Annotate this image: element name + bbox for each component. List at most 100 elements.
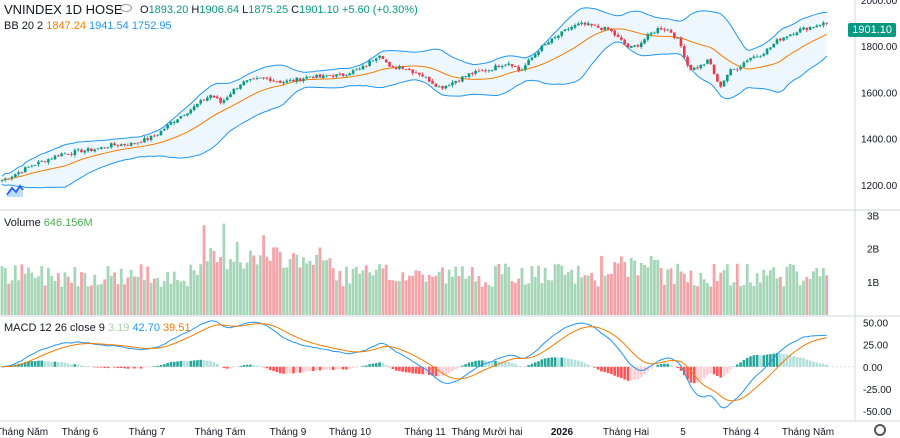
volume-bar — [325, 260, 328, 315]
bb-upper-line — [1, 7, 827, 177]
volume-bar — [762, 269, 766, 315]
macd-histogram-bar — [739, 362, 742, 367]
candle-body — [219, 98, 222, 103]
candle-body — [752, 56, 756, 59]
macd-legend[interactable]: MACD 12 26 close 9 3.19 42.70 39.51 — [4, 322, 191, 334]
volume-bar — [113, 272, 117, 315]
volume-bar — [46, 267, 50, 315]
volume-bar — [467, 275, 471, 315]
candle-body — [50, 158, 53, 160]
macd-histogram-bar — [199, 359, 203, 367]
volume-tick-label: 1B — [867, 278, 880, 289]
macd-histogram-bar — [27, 361, 30, 367]
macd-histogram-bar — [202, 360, 206, 367]
candle-body — [418, 72, 421, 75]
volume-bar — [222, 223, 226, 315]
candle-body — [10, 176, 14, 179]
volume-bar — [328, 258, 332, 315]
candle-body — [272, 80, 275, 82]
candle-body — [825, 22, 828, 24]
macd-histogram-bar — [540, 359, 544, 367]
volume-bar — [381, 268, 385, 315]
macd-histogram-bar — [557, 357, 560, 367]
candle-body — [83, 150, 87, 153]
volume-bar — [451, 276, 454, 315]
macd-histogram-bar — [53, 361, 57, 367]
symbol-title[interactable]: VNINDEX 1D HOSE — [4, 2, 123, 17]
tradingview-logo[interactable] — [6, 184, 24, 198]
candle-body — [533, 54, 537, 58]
macd-histogram-bar — [325, 366, 328, 370]
open-value: 1893.20 — [148, 4, 189, 16]
volume-bar — [123, 284, 126, 315]
time-tick-label: Tháng 7 — [129, 427, 166, 438]
settings-gear-icon[interactable] — [874, 424, 886, 436]
macd-line — [1, 320, 827, 409]
volume-bar — [136, 276, 140, 315]
candle-body — [103, 147, 106, 149]
macd-histogram-bar — [159, 364, 163, 367]
candle-body — [560, 31, 564, 36]
volume-bar — [199, 264, 203, 315]
volume-bar — [86, 286, 90, 315]
macd-histogram-bar — [321, 366, 325, 370]
volume-bar — [348, 283, 352, 315]
candle-body — [53, 155, 57, 160]
volume-bar — [560, 265, 564, 315]
candle-body — [351, 70, 355, 74]
macd-histogram-bar — [381, 363, 385, 367]
volume-bar — [351, 268, 355, 315]
volume-bar — [209, 248, 213, 315]
macd-histogram-bar — [745, 357, 749, 367]
macd-histogram-bar — [666, 363, 670, 367]
macd-histogram-bar — [341, 366, 345, 370]
candle-body — [182, 115, 186, 117]
interval-label: 1D — [65, 2, 83, 17]
volume-bar — [586, 275, 590, 315]
macd-histogram-bar — [139, 366, 143, 369]
volume-bar — [590, 272, 593, 315]
candle-body — [136, 142, 140, 144]
volume-value: 646.156M — [43, 217, 93, 229]
volume-legend[interactable]: Volume 646.156M — [4, 217, 93, 229]
candle-body — [666, 29, 670, 31]
visibility-icon[interactable] — [120, 4, 132, 12]
macd-histogram-bar — [583, 363, 587, 367]
candle-body — [328, 75, 332, 76]
volume-bar — [374, 269, 378, 315]
macd-histogram-bar — [547, 357, 550, 367]
macd-histogram-bar — [726, 366, 729, 374]
volume-bar — [268, 260, 272, 315]
candle-body — [268, 78, 272, 81]
volume-bar — [7, 283, 11, 315]
macd-histogram-bar — [696, 366, 699, 383]
bb-legend[interactable]: BB 20 2 1847.24 1941.54 1752.95 — [4, 20, 172, 32]
macd-histogram-bar — [596, 366, 600, 370]
candle-body — [461, 76, 464, 82]
macd-histogram-bar — [788, 355, 792, 367]
exchange-label: HOSE — [85, 2, 123, 17]
volume-bar — [815, 268, 819, 315]
macd-histogram-bar — [550, 357, 554, 367]
macd-histogram-bar — [686, 366, 689, 380]
volume-bar — [752, 286, 756, 315]
candle-body — [689, 64, 693, 71]
macd-histogram-bar — [709, 366, 713, 374]
macd-histogram-bar — [196, 360, 199, 367]
time-tick-label: Tháng Mười hai — [451, 427, 522, 438]
volume-bar — [225, 269, 229, 315]
volume-bar — [775, 278, 779, 315]
volume-bar — [202, 225, 206, 315]
macd-tick-label: 25.00 — [863, 341, 888, 352]
volume-bar — [159, 286, 163, 315]
candle-body — [653, 32, 656, 34]
high-label: H — [191, 4, 200, 16]
candle-body — [119, 144, 123, 146]
macd-histogram-bar — [408, 366, 411, 373]
volume-bar — [725, 264, 729, 315]
volume-bar — [298, 267, 302, 315]
macd-histogram-bar — [553, 357, 557, 367]
low-label: L — [242, 4, 249, 16]
macd-histogram-bar — [119, 366, 123, 368]
